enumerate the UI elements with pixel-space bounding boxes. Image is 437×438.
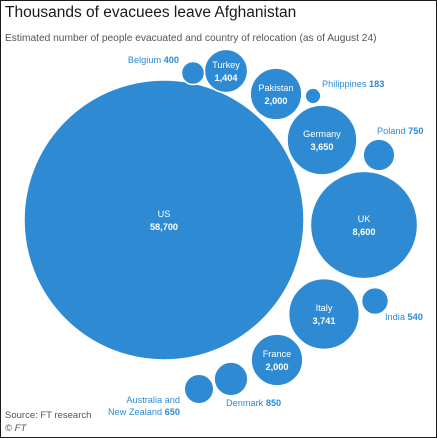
- label-italy: Italy: [316, 303, 333, 313]
- value-germany: 3,650: [311, 142, 334, 152]
- label-uk: UK: [358, 214, 372, 224]
- label-turkey: Turkey: [212, 60, 240, 70]
- chart-title: Thousands of evacuees leave Afghanistan: [5, 4, 297, 21]
- bubble-germany: [286, 104, 358, 176]
- value-france: 2,000: [266, 362, 289, 372]
- label-philippines: Philippines 183: [322, 79, 384, 89]
- label-germany: Germany: [303, 129, 341, 139]
- value-italy: 3,741: [313, 316, 336, 326]
- label-poland: Poland 750: [377, 126, 424, 136]
- label-belgium: Belgium 400: [128, 55, 179, 65]
- label-denmark: Denmark 850: [226, 398, 281, 408]
- bubble-philippines: [304, 87, 322, 105]
- label-france: France: [263, 349, 292, 359]
- value-pakistan: 2,000: [265, 96, 288, 106]
- bubble-denmark: [213, 361, 249, 397]
- label-pakistan: Pakistan: [258, 83, 293, 93]
- label-australia-and-new-zealand-line1: Australia and: [126, 395, 180, 405]
- bubble-australia-and-new-zealand: [183, 373, 215, 405]
- value-turkey: 1,404: [215, 73, 239, 83]
- label-india: India 540: [385, 312, 423, 322]
- bubble-belgium: [180, 60, 206, 86]
- value-uk: 8,600: [353, 227, 376, 237]
- label-us: US: [158, 209, 171, 219]
- bubble-pakistan: [249, 67, 303, 121]
- bubble-france: [250, 333, 304, 387]
- label-australia-and-new-zealand-line2: New Zealand 650: [108, 407, 180, 417]
- bubble-turkey: [203, 48, 249, 94]
- value-us: 58,700: [150, 222, 178, 232]
- bubble-italy: [287, 277, 361, 351]
- bubble-poland: [362, 138, 396, 172]
- bubble-india: [360, 286, 390, 316]
- chart-subtitle: Estimated number of people evacuated and…: [5, 33, 377, 44]
- copyright-note: © FT: [5, 423, 27, 434]
- bubble-uk: [309, 170, 419, 280]
- source-note: Source: FT research: [5, 410, 92, 421]
- bubble-us: [23, 79, 305, 361]
